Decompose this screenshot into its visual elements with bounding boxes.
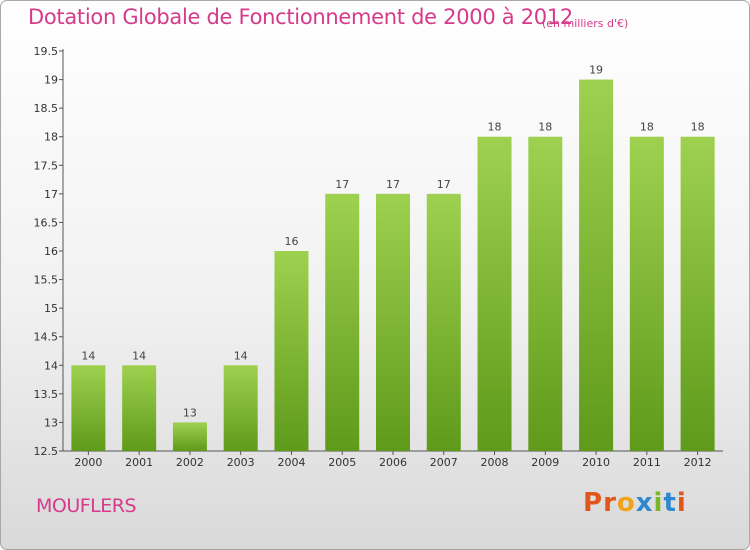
x-tick-label: 2007 (430, 456, 458, 469)
x-tick-label: 2006 (379, 456, 407, 469)
x-tick-label: 2009 (531, 456, 559, 469)
bar (223, 365, 258, 451)
x-tick-label: 2008 (481, 456, 509, 469)
chart-bars: 14 14 13 14 16 17 17 17 18 18 19 18 18 (71, 64, 715, 452)
bar (122, 365, 157, 451)
x-tick-label: 2012 (684, 456, 712, 469)
bar (629, 136, 664, 451)
bar-value-label: 14 (234, 349, 248, 362)
bar (274, 251, 309, 451)
bar-value-label: 17 (335, 178, 349, 191)
x-tick-label: 2000 (74, 456, 102, 469)
bar (680, 136, 715, 451)
bar-value-label: 14 (132, 349, 146, 362)
bar-value-label: 18 (488, 121, 502, 134)
y-tick-label: 15 (44, 302, 58, 315)
bar (325, 193, 360, 451)
y-tick-label: 12.5 (34, 445, 59, 458)
logo-letter: o (616, 488, 636, 518)
x-tick-label: 2001 (125, 456, 153, 469)
bar (477, 136, 512, 451)
bar (528, 136, 563, 451)
y-tick-label: 18 (44, 131, 58, 144)
proxiti-logo[interactable]: Proxiti (583, 488, 687, 518)
y-tick-label: 13.5 (34, 388, 59, 401)
y-tick-label: 15.5 (34, 274, 59, 287)
bar-value-label: 14 (81, 349, 95, 362)
x-tick-label: 2002 (176, 456, 204, 469)
x-tick-label: 2004 (277, 456, 305, 469)
y-tick-label: 18.5 (34, 102, 59, 115)
y-tick-label: 16 (44, 245, 58, 258)
chart-title: Dotation Globale de Fonctionnement de 20… (28, 5, 573, 29)
y-tick-label: 13 (44, 416, 58, 429)
bar-value-label: 18 (691, 121, 705, 134)
bar-value-label: 18 (640, 121, 654, 134)
bar (71, 365, 106, 451)
y-tick-label: 17.5 (34, 159, 59, 172)
bar (376, 193, 410, 451)
y-tick-label: 19.5 (34, 45, 59, 58)
bar (426, 193, 461, 451)
bar-value-label: 17 (386, 178, 400, 191)
y-tick-label: 14 (44, 359, 58, 372)
x-tick-label: 2003 (227, 456, 255, 469)
y-tick-label: 14.5 (34, 331, 59, 344)
bar-value-label: 13 (183, 406, 197, 419)
chart-axes: 12.5 13 13.5 14 14.5 15 15.5 16 16.5 17 17.5 18 18.5… (34, 45, 723, 469)
bar-value-label: 18 (538, 121, 552, 134)
bar (579, 79, 614, 452)
logo-letter: i (676, 488, 687, 518)
commune-name: MOUFLERS (36, 495, 137, 517)
logo-letter: i (653, 488, 664, 518)
y-tick-label: 17 (44, 188, 58, 201)
chart-unit: (en milliers d'€) (542, 17, 629, 30)
x-tick-label: 2010 (582, 456, 610, 469)
bar (172, 422, 207, 451)
logo-letter: x (635, 488, 654, 518)
bar-value-label: 19 (589, 64, 603, 77)
y-tick-label: 16.5 (34, 216, 59, 229)
logo-letter: t (663, 488, 677, 518)
bar-value-label: 17 (437, 178, 451, 191)
y-tick-label: 19 (44, 74, 58, 87)
x-tick-label: 2011 (633, 456, 661, 469)
logo-letter: P (583, 488, 604, 518)
bar-value-label: 16 (284, 235, 298, 248)
x-tick-label: 2005 (328, 456, 356, 469)
logo-letter: r (603, 488, 617, 518)
